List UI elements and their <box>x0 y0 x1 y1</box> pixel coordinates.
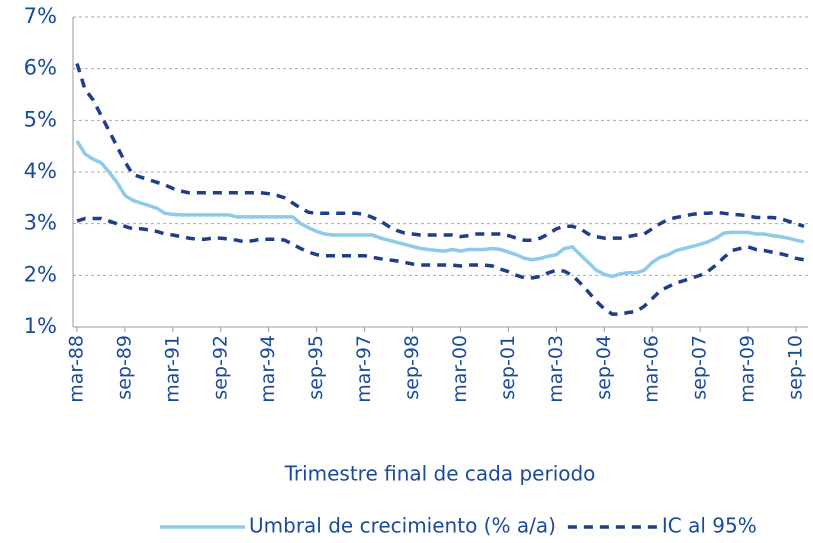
x-tick-label: mar-09 <box>737 335 759 403</box>
x-tick-label: sep-10 <box>785 335 807 400</box>
x-tick-label: mar-06 <box>641 335 663 403</box>
series-line <box>76 216 805 316</box>
legend-label: Umbral de crecimiento (% a/a) <box>249 514 556 538</box>
x-tick-label: sep-92 <box>209 335 231 400</box>
y-tick-label: 2% <box>24 262 57 286</box>
x-tick-label: mar-03 <box>545 335 567 403</box>
x-tick-label: sep-01 <box>497 335 519 400</box>
y-tick-label: 5% <box>24 107 57 131</box>
x-tick-label: mar-94 <box>257 335 279 403</box>
legend-label: IC al 95% <box>662 514 757 538</box>
x-tick-label: sep-04 <box>593 335 615 400</box>
x-tick-label: mar-88 <box>65 335 87 403</box>
series-line <box>75 62 805 242</box>
y-tick-label: 3% <box>24 211 57 235</box>
x-tick-label: sep-98 <box>401 335 423 400</box>
y-tick-label: 6% <box>24 56 57 80</box>
x-tick-label: sep-95 <box>305 335 327 400</box>
x-tick-label: mar-91 <box>161 335 183 403</box>
y-tick-label: 7% <box>24 4 57 28</box>
x-tick-label: sep-89 <box>113 335 135 400</box>
series-line <box>75 140 805 279</box>
y-tick-label: 1% <box>24 314 57 338</box>
x-axis-title: Trimestre final de cada periodo <box>284 462 596 486</box>
x-tick-label: mar-00 <box>449 335 471 403</box>
y-tick-label: 4% <box>24 159 57 183</box>
x-tick-label: sep-07 <box>689 335 711 400</box>
x-tick-label: mar-97 <box>353 335 375 403</box>
